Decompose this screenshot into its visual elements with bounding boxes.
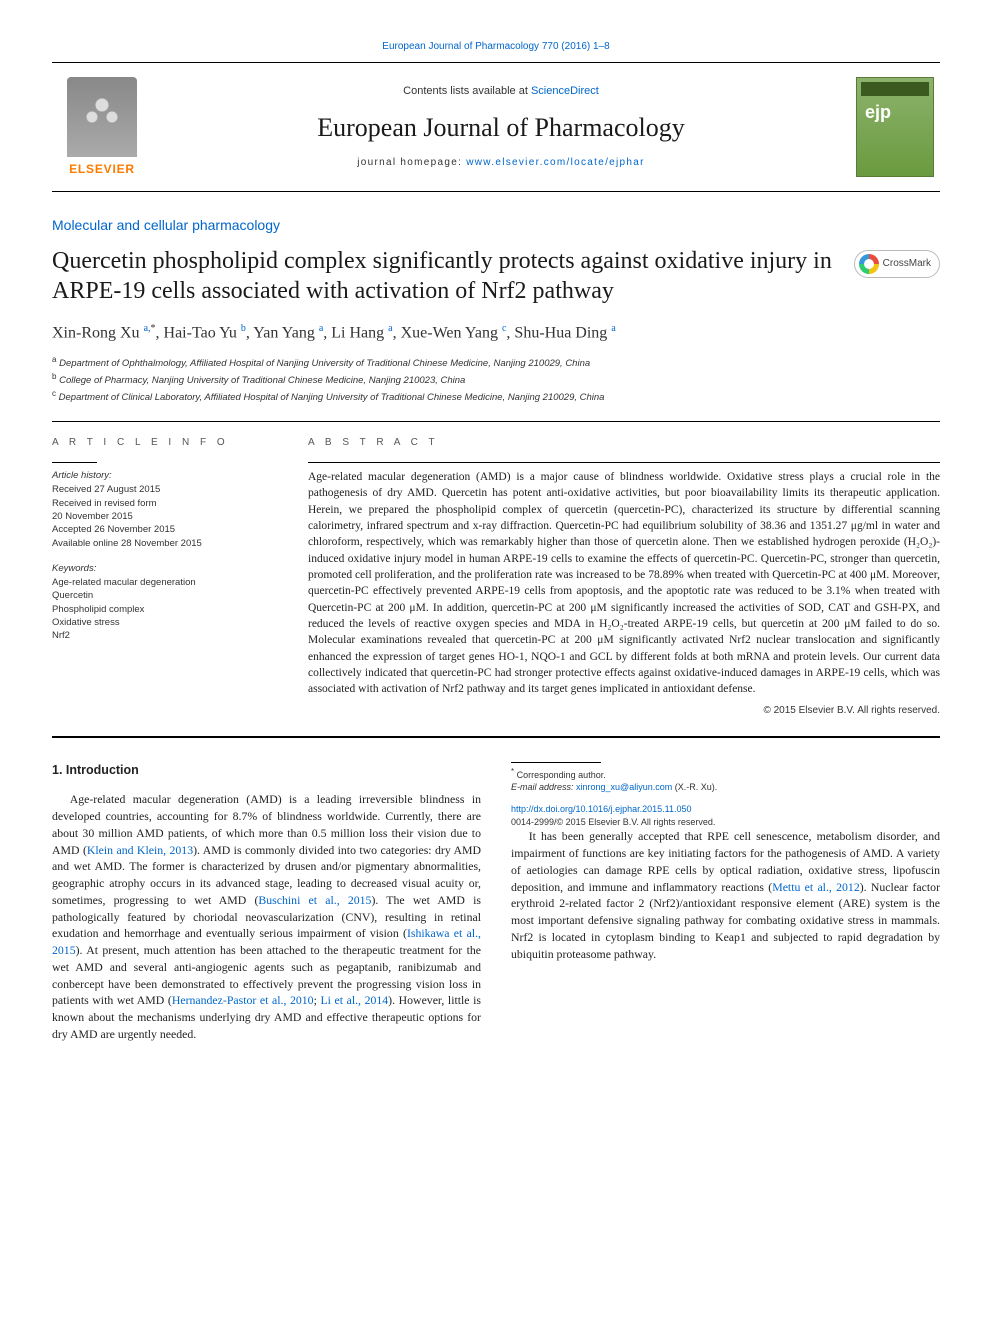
crossmark-label: CrossMark xyxy=(883,257,931,271)
divider xyxy=(52,736,940,738)
abstract-head: A B S T R A C T xyxy=(308,436,940,450)
crossmark-badge[interactable]: CrossMark xyxy=(854,250,940,278)
keyword: Age-related macular degeneration xyxy=(52,576,272,589)
body-paragraph: Age-related macular degeneration (AMD) i… xyxy=(52,791,481,1042)
journal-cover-icon xyxy=(856,77,934,177)
history-line: Available online 28 November 2015 xyxy=(52,537,272,550)
keyword: Phospholipid complex xyxy=(52,603,272,616)
article-body: 1. Introduction Age-related macular dege… xyxy=(52,762,940,1043)
history-line: Accepted 26 November 2015 xyxy=(52,523,272,536)
divider xyxy=(52,462,97,463)
issn-copyright: 0014-2999/© 2015 Elsevier B.V. All right… xyxy=(511,816,940,829)
body-paragraph: It has been generally accepted that RPE … xyxy=(511,828,940,962)
title-row: Quercetin phospholipid complex significa… xyxy=(52,246,940,306)
history-line: Received 27 August 2015 xyxy=(52,483,272,496)
elsevier-wordmark: ELSEVIER xyxy=(69,161,135,178)
elsevier-tree-icon xyxy=(67,77,137,157)
keywords: Keywords: Age-related macular degenerati… xyxy=(52,562,272,643)
contents-prefix: Contents lists available at xyxy=(403,85,531,97)
keyword: Nrf2 xyxy=(52,629,272,642)
abstract-column: A B S T R A C T Age-related macular dege… xyxy=(308,436,940,718)
article-section-label[interactable]: Molecular and cellular pharmacology xyxy=(52,216,940,236)
abstract-text: Age-related macular degeneration (AMD) i… xyxy=(308,469,940,698)
sciencedirect-link[interactable]: ScienceDirect xyxy=(531,85,599,97)
divider xyxy=(308,462,940,463)
doi-link[interactable]: http://dx.doi.org/10.1016/j.ejphar.2015.… xyxy=(511,804,691,814)
doi-block: http://dx.doi.org/10.1016/j.ejphar.2015.… xyxy=(511,803,940,829)
affiliation-c: c Department of Clinical Laboratory, Aff… xyxy=(52,388,940,405)
citation-link[interactable]: Hernandez-Pastor et al., 2010 xyxy=(172,993,314,1007)
email-suffix: (X.-R. Xu). xyxy=(672,782,717,792)
divider xyxy=(52,421,940,422)
article-info: A R T I C L E I N F O Article history: R… xyxy=(52,436,272,718)
masthead: ELSEVIER Contents lists available at Sci… xyxy=(52,62,940,192)
elsevier-logo[interactable]: ELSEVIER xyxy=(52,63,152,191)
section-heading: 1. Introduction xyxy=(52,762,481,780)
crossmark-icon xyxy=(859,254,879,274)
article-info-head: A R T I C L E I N F O xyxy=(52,436,272,450)
author-list: Xin-Rong Xu a,*, Hai-Tao Yu b, Yan Yang … xyxy=(52,322,940,345)
footnote-separator xyxy=(511,762,601,763)
citation-link[interactable]: Klein and Klein, 2013 xyxy=(87,843,193,857)
contents-lists-line: Contents lists available at ScienceDirec… xyxy=(403,84,599,99)
journal-citation-text: European Journal of Pharmacology 770 (20… xyxy=(382,41,609,52)
history-line: Received in revised form xyxy=(52,497,272,510)
citation-link[interactable]: Buschini et al., 2015 xyxy=(258,893,371,907)
keyword: Oxidative stress xyxy=(52,616,272,629)
history-head: Article history: xyxy=(52,469,272,482)
corresponding-author-footnote: * Corresponding author. E-mail address: … xyxy=(511,767,940,793)
journal-cover[interactable] xyxy=(850,63,940,191)
journal-homepage-link[interactable]: www.elsevier.com/locate/ejphar xyxy=(466,157,645,168)
journal-name: European Journal of Pharmacology xyxy=(317,110,685,146)
citation-link[interactable]: Mettu et al., 2012 xyxy=(772,880,860,894)
masthead-center: Contents lists available at ScienceDirec… xyxy=(152,63,850,191)
homepage-prefix: journal homepage: xyxy=(357,157,466,168)
author-email-link[interactable]: xinrong_xu@aliyun.com xyxy=(576,782,672,792)
affiliations: a Department of Ophthalmology, Affiliate… xyxy=(52,354,940,405)
abstract-copyright: © 2015 Elsevier B.V. All rights reserved… xyxy=(308,704,940,718)
affiliation-a: a Department of Ophthalmology, Affiliate… xyxy=(52,354,940,371)
keyword: Quercetin xyxy=(52,589,272,602)
article-history: Article history: Received 27 August 2015… xyxy=(52,469,272,550)
corr-author-label: Corresponding author. xyxy=(517,770,606,780)
info-abstract-row: A R T I C L E I N F O Article history: R… xyxy=(52,436,940,718)
citation-link[interactable]: Li et al., 2014 xyxy=(320,993,388,1007)
email-label: E-mail address: xyxy=(511,782,576,792)
keywords-head: Keywords: xyxy=(52,562,272,575)
article-title: Quercetin phospholipid complex significa… xyxy=(52,246,836,306)
affiliation-b: b College of Pharmacy, Nanjing Universit… xyxy=(52,371,940,388)
journal-citation-link[interactable]: European Journal of Pharmacology 770 (20… xyxy=(52,40,940,54)
journal-homepage-line: journal homepage: www.elsevier.com/locat… xyxy=(357,156,645,170)
history-line: 20 November 2015 xyxy=(52,510,272,523)
